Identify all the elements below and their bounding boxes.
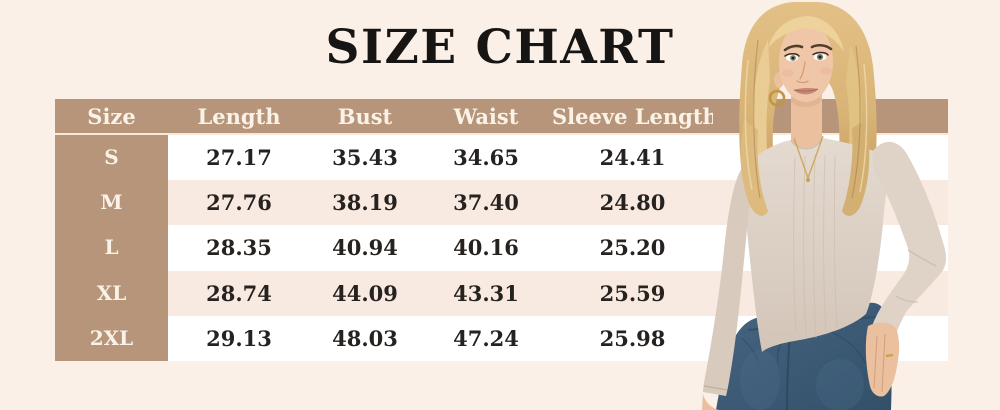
table-row-s: S 27.17 35.43 34.65 24.41 (55, 135, 948, 181)
table-filler (713, 180, 948, 226)
length-cell: 29.13 (168, 315, 310, 361)
size-cell: S (55, 135, 168, 181)
sleeve-cell: 25.59 (552, 270, 713, 316)
column-header-waist: Waist (453, 104, 519, 129)
table-row-m: M 27.76 38.19 37.40 24.80 (55, 180, 948, 226)
size-cell: M (55, 180, 168, 226)
waist-cell: 43.31 (420, 270, 552, 316)
table-filler (713, 315, 948, 361)
waist-cell: 34.65 (420, 135, 552, 181)
bust-cell: 40.94 (310, 225, 420, 271)
column-header-sleeve-length: Sleeve Length (552, 104, 713, 129)
sleeve-cell: 24.80 (552, 180, 713, 226)
bust-cell: 44.09 (310, 270, 420, 316)
waist-cell: 47.24 (420, 315, 552, 361)
size-cell: XL (55, 270, 168, 316)
column-header-bust: Bust (337, 104, 393, 129)
table-filler (713, 225, 948, 271)
table-row-2xl: 2XL 29.13 48.03 47.24 25.98 (55, 315, 948, 361)
size-cell: L (55, 225, 168, 271)
length-cell: 28.35 (168, 225, 310, 271)
length-cell: 27.76 (168, 180, 310, 226)
page-title: SIZE CHART (325, 20, 675, 75)
waist-cell: 37.40 (420, 180, 552, 226)
bust-cell: 35.43 (310, 135, 420, 181)
waist-cell: 40.16 (420, 225, 552, 271)
length-cell: 28.74 (168, 270, 310, 316)
table-filler (713, 135, 948, 181)
sleeve-cell: 25.98 (552, 315, 713, 361)
table-filler (713, 270, 948, 316)
table-row-xl: XL 28.74 44.09 43.31 25.59 (55, 270, 948, 316)
header-filler (713, 99, 948, 133)
size-chart-table: Size Length Bust Waist Sleeve Length S 2… (55, 99, 948, 361)
sleeve-cell: 24.41 (552, 135, 713, 181)
bust-cell: 38.19 (310, 180, 420, 226)
table-body: S 27.17 35.43 34.65 24.41 M 27.76 38.19 … (55, 135, 948, 361)
table-row-l: L 28.35 40.94 40.16 25.20 (55, 225, 948, 271)
bust-cell: 48.03 (310, 315, 420, 361)
table-header-row: Size Length Bust Waist Sleeve Length (55, 99, 948, 135)
column-header-size: Size (87, 104, 136, 129)
length-cell: 27.17 (168, 135, 310, 181)
model-left-hand (702, 394, 719, 410)
column-header-length: Length (197, 104, 281, 129)
size-cell: 2XL (55, 315, 168, 361)
sleeve-cell: 25.20 (552, 225, 713, 271)
